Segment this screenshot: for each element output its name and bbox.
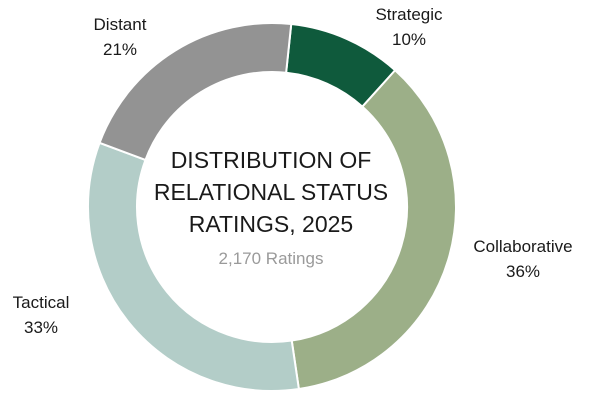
label-tactical-name: Tactical: [13, 293, 70, 312]
center-title: DISTRIBUTION OF RELATIONAL STATUS RATING…: [154, 147, 388, 268]
donut-slices: [87, 22, 457, 392]
label-distant-value: 21%: [103, 40, 137, 59]
slice-tactical: [87, 141, 301, 392]
label-collaborative-value: 36%: [506, 262, 540, 281]
slice-collaborative: [290, 68, 457, 391]
label-distant-name: Distant: [94, 15, 147, 34]
label-collaborative: Collaborative 36%: [473, 237, 572, 281]
title-line-3: RATINGS, 2025: [189, 211, 353, 237]
title-line-2: RELATIONAL STATUS: [154, 179, 388, 205]
label-tactical-value: 33%: [24, 318, 58, 337]
title-line-1: DISTRIBUTION OF: [171, 147, 372, 173]
label-strategic-name: Strategic: [375, 5, 443, 24]
label-collaborative-name: Collaborative: [473, 237, 572, 256]
label-distant: Distant 21%: [94, 15, 147, 59]
label-tactical: Tactical 33%: [13, 293, 70, 337]
label-strategic: Strategic 10%: [375, 5, 443, 49]
ratings-count: 2,170 Ratings: [219, 249, 324, 268]
slice-distant: [98, 22, 293, 162]
label-strategic-value: 10%: [392, 30, 426, 49]
